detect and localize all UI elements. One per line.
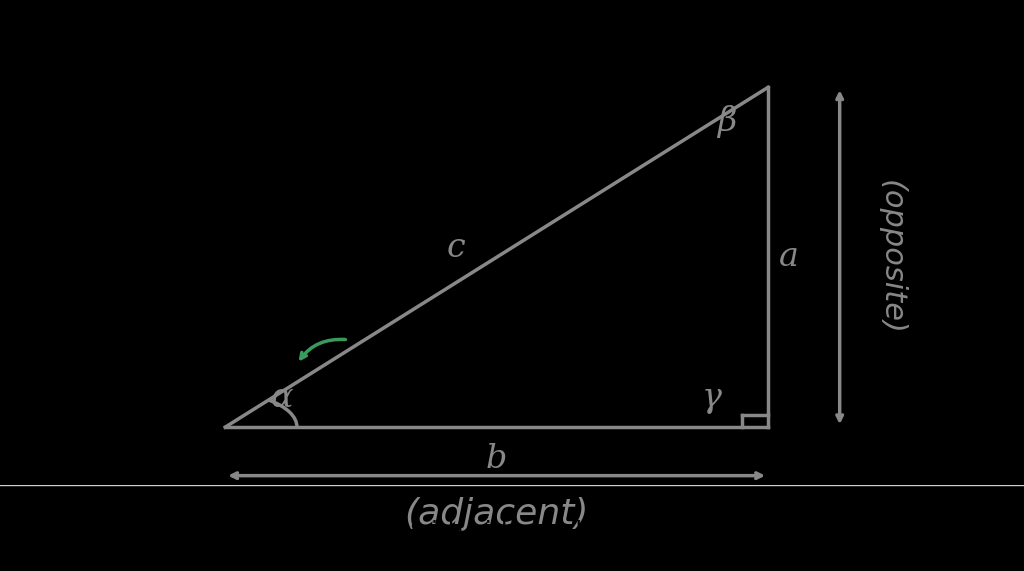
Text: (opposite): (opposite) (877, 180, 905, 335)
Text: a: a (778, 241, 799, 274)
Text: Figure 5-2:: Figure 5-2: (51, 520, 206, 545)
Text: β: β (718, 105, 736, 138)
Text: A right triangle with sides a, b and c shows tangent: A right triangle with sides a, b and c s… (206, 520, 867, 545)
Text: α: α (270, 382, 293, 414)
Text: b: b (486, 443, 507, 475)
Text: c: c (446, 231, 465, 264)
Text: of angle α: of angle α (867, 520, 1009, 545)
Text: γ: γ (701, 382, 722, 414)
Text: (adjacent): (adjacent) (404, 497, 589, 532)
